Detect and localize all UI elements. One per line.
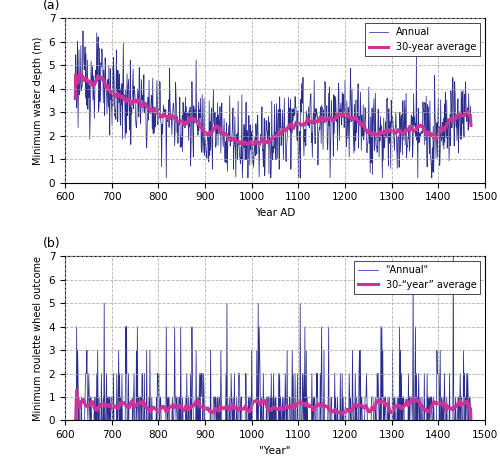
Text: (a): (a) bbox=[44, 0, 61, 12]
"Annual" bbox=[72, 418, 78, 423]
Annual bbox=[164, 175, 170, 181]
Y-axis label: Minimum roulette wheel outcome: Minimum roulette wheel outcome bbox=[33, 256, 43, 421]
30-“year” average bbox=[388, 410, 394, 415]
"Annual" bbox=[392, 418, 398, 423]
30-year average bbox=[246, 141, 252, 147]
Annual bbox=[389, 125, 395, 130]
"Annual" bbox=[230, 418, 236, 423]
Y-axis label: Minimum water depth (m): Minimum water depth (m) bbox=[33, 36, 43, 164]
30-year average bbox=[231, 138, 237, 143]
"Annual" bbox=[468, 418, 474, 423]
Line: Annual: Annual bbox=[76, 31, 471, 178]
30-year average bbox=[78, 71, 84, 76]
Line: 30-year average: 30-year average bbox=[76, 73, 471, 144]
Annual bbox=[468, 123, 474, 128]
X-axis label: "Year": "Year" bbox=[259, 446, 291, 456]
Line: "Annual": "Annual" bbox=[76, 256, 471, 420]
Annual bbox=[232, 143, 237, 149]
30-“year” average bbox=[98, 401, 104, 407]
30-“year” average bbox=[74, 388, 80, 393]
30-“year” average bbox=[231, 403, 237, 408]
30-“year” average bbox=[74, 396, 80, 402]
"Annual" bbox=[74, 418, 80, 423]
Text: (b): (b) bbox=[43, 237, 61, 250]
30-year average bbox=[208, 129, 214, 134]
Annual bbox=[98, 64, 104, 70]
Annual bbox=[208, 105, 214, 111]
Line: 30-“year” average: 30-“year” average bbox=[76, 390, 471, 420]
Legend: "Annual", 30-“year” average: "Annual", 30-“year” average bbox=[354, 261, 480, 294]
Annual bbox=[72, 96, 78, 102]
30-“year” average bbox=[392, 404, 398, 409]
30-year average bbox=[98, 76, 104, 81]
30-“year” average bbox=[208, 410, 214, 415]
"Annual" bbox=[388, 418, 394, 423]
"Annual" bbox=[208, 347, 214, 353]
Annual bbox=[392, 125, 398, 130]
"Annual" bbox=[98, 418, 104, 423]
30-year average bbox=[389, 128, 395, 133]
30-“year” average bbox=[72, 418, 78, 423]
Legend: Annual, 30-year average: Annual, 30-year average bbox=[365, 24, 480, 56]
30-year average bbox=[392, 130, 398, 136]
Annual bbox=[80, 28, 86, 34]
30-year average bbox=[72, 96, 78, 102]
30-year average bbox=[468, 123, 474, 128]
X-axis label: Year AD: Year AD bbox=[255, 208, 295, 218]
30-“year” average bbox=[468, 418, 474, 423]
Annual bbox=[74, 85, 80, 91]
"Annual" bbox=[450, 254, 456, 259]
30-year average bbox=[74, 78, 80, 83]
